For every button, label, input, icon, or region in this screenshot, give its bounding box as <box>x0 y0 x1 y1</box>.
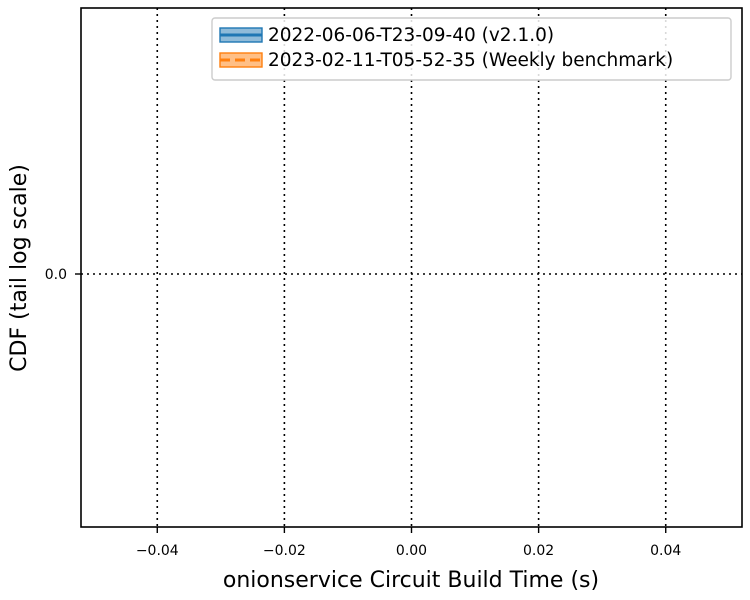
x-tick-label: 0.04 <box>650 543 681 559</box>
legend: 2022-06-06-T23-09-40 (v2.1.0) 2023-02-11-… <box>211 17 732 81</box>
legend-box <box>211 17 732 81</box>
x-tick-label: 0.02 <box>523 543 554 559</box>
x-axis-ticks: −0.04 −0.02 0.00 0.02 0.04 <box>136 527 681 559</box>
legend-entries: 2022-06-06-T23-09-40 (v2.1.0) 2023-02-11-… <box>219 25 673 71</box>
y-axis-label: CDF (tail log scale) <box>7 164 32 372</box>
x-tick-label: 0.00 <box>396 543 427 559</box>
legend-entry: 2023-02-11-T05-52-35 (Weekly benchmark) <box>219 50 673 71</box>
x-tick-label: −0.04 <box>136 543 179 559</box>
legend-entry: 2022-06-06-T23-09-40 (v2.1.0) <box>219 25 554 46</box>
legend-label: 2022-06-06-T23-09-40 (v2.1.0) <box>268 25 554 46</box>
x-tick-label: −0.02 <box>263 543 306 559</box>
y-axis-ticks: 0.0 <box>45 267 81 283</box>
y-tick-label: 0.0 <box>45 267 67 283</box>
x-axis-label: onionservice Circuit Build Time (s) <box>223 568 599 593</box>
grid-lines <box>81 8 742 527</box>
legend-label: 2023-02-11-T05-52-35 (Weekly benchmark) <box>268 50 673 71</box>
